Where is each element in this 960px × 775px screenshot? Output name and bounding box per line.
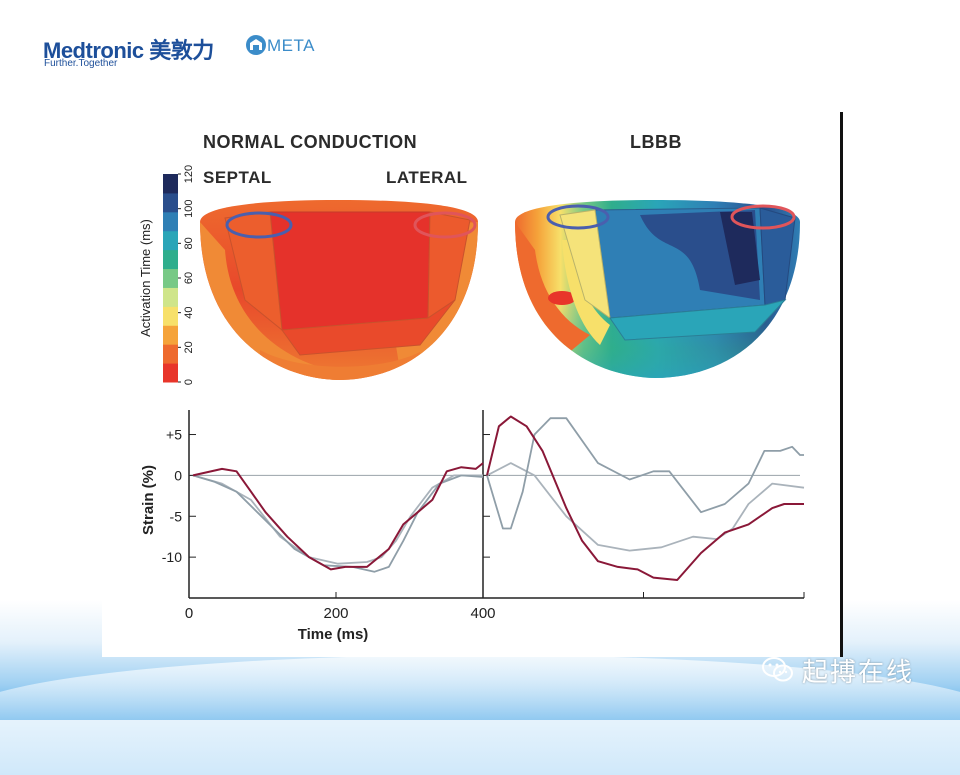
strain-line-lateral-lbbb	[486, 415, 804, 581]
strain-x-tick-label: 400	[470, 605, 495, 622]
colorbar-segment	[163, 230, 178, 251]
strain-x-tick-label: 0	[185, 605, 193, 622]
watermark: 起搏在线	[762, 650, 914, 690]
colorbar-tick-label: 40	[183, 307, 195, 319]
lateral-marker-lbbb	[730, 204, 796, 230]
colorbar-tick-label: 100	[183, 199, 195, 217]
septal-marker-normal	[225, 211, 293, 239]
lateral-marker-normal	[413, 211, 477, 239]
strain-y-tick-label: 0	[174, 467, 182, 483]
activation-map-figure: 0 20 40 60 80 100 120 Activation Time (ms)	[138, 165, 805, 643]
medtronic-logo: Medtronic 美敦力	[43, 38, 214, 63]
strain-ylabel: Strain (%)	[140, 465, 157, 535]
colorbar-segment	[163, 363, 178, 383]
strain-y-tick-label: +5	[166, 427, 182, 443]
strain-line-septal-normal	[192, 474, 484, 573]
colorbar-segment	[163, 174, 178, 194]
strain-line-lateral-normal	[192, 462, 484, 571]
colorbar-segment	[163, 344, 178, 364]
colorbar: 0 20 40 60 80 100 120	[163, 165, 195, 385]
septal-marker-lbbb	[546, 204, 610, 230]
colorbar-segment	[163, 268, 178, 288]
figure-divider-line	[840, 112, 843, 657]
strain-x-tick-label: 200	[323, 605, 348, 622]
label-lateral: LATERAL	[386, 168, 468, 187]
strain-xlabel: Time (ms)	[298, 626, 369, 643]
colorbar-segment	[163, 192, 178, 213]
colorbar-segment	[163, 211, 178, 232]
colorbar-label: Activation Time (ms)	[138, 219, 153, 337]
colorbar-tick-label: 20	[183, 341, 195, 353]
watermark-text: 起搏在线	[802, 657, 915, 688]
label-septal: SEPTAL	[203, 168, 272, 187]
title-normal-conduction: NORMAL CONDUCTION	[203, 132, 418, 152]
meta-logo-icon	[246, 35, 266, 55]
colorbar-tick-label: 80	[183, 237, 195, 249]
strain-line-septal-lbbb	[486, 417, 804, 530]
strain-chart: +5 0 -5 -10 0 200 400	[162, 410, 805, 622]
medtronic-tagline: Further.Together	[44, 58, 118, 69]
strain-line-other-normal	[192, 474, 483, 565]
wechat-icon	[762, 657, 793, 682]
colorbar-segment	[163, 287, 178, 307]
strain-y-tick-label: -10	[162, 549, 182, 565]
colorbar-segment	[163, 249, 178, 270]
strain-y-tick-label: -5	[170, 508, 183, 524]
heart-normal-conduction	[200, 200, 478, 380]
strain-line-other-lbbb	[486, 462, 805, 552]
heart-lbbb	[515, 200, 800, 378]
slide: Medtronic 美敦力 Further.Together META NORM…	[0, 35, 960, 775]
colorbar-tick-label: 60	[183, 272, 195, 284]
meta-logo: META	[267, 36, 315, 55]
title-lbbb: LBBB	[630, 132, 682, 152]
colorbar-segment	[163, 325, 178, 345]
colorbar-segment	[163, 306, 178, 326]
colorbar-tick-label: 120	[183, 165, 195, 183]
colorbar-tick-label: 0	[183, 379, 195, 385]
